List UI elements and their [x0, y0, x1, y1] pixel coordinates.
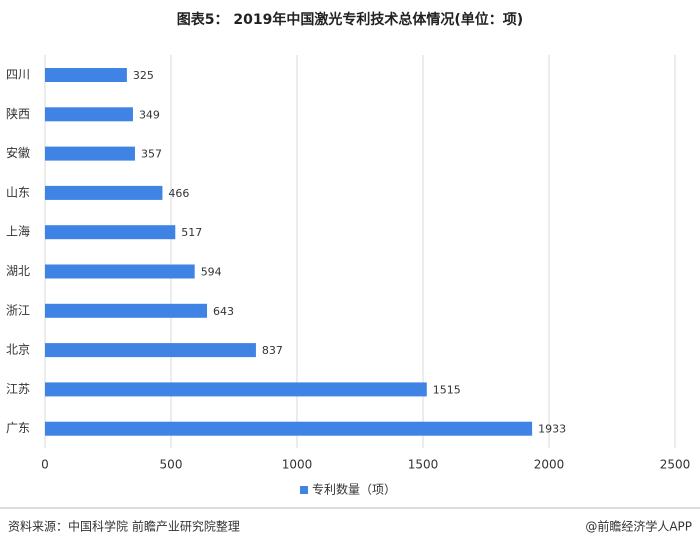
bar: [45, 107, 133, 122]
data-label: 349: [139, 108, 160, 121]
y-tick-label: 湖北: [6, 263, 30, 278]
y-tick-label: 浙江: [6, 303, 30, 317]
bar: [45, 146, 135, 161]
data-label: 517: [181, 226, 202, 239]
data-label: 325: [133, 69, 154, 82]
x-tick-label: 1500: [408, 458, 439, 472]
y-tick-label: 北京: [6, 343, 30, 357]
bar: [45, 382, 427, 397]
bar: [45, 185, 163, 200]
x-tick-label: 2000: [534, 458, 565, 472]
y-tick-label: 安徽: [6, 145, 30, 160]
data-label: 837: [262, 344, 283, 357]
x-tick-label: 0: [41, 458, 49, 472]
chart-title: 图表5： 2019年中国激光专利技术总体情况(单位：项): [177, 11, 523, 28]
x-tick-label: 1000: [282, 458, 313, 472]
bar: [45, 303, 208, 318]
bar: [45, 68, 127, 82]
legend-swatch: [300, 486, 308, 494]
bar: [45, 225, 176, 240]
x-tick-label: 500: [160, 458, 183, 472]
bar: [45, 264, 195, 279]
source-note: 资料来源：中国科学院 前瞻产业研究院整理: [8, 519, 240, 534]
y-tick-label: 广东: [6, 421, 30, 435]
y-tick-label: 山东: [6, 185, 30, 199]
data-label: 1515: [433, 383, 461, 396]
y-tick-label: 江苏: [6, 382, 30, 396]
bar: [45, 421, 533, 436]
y-tick-label: 四川: [6, 68, 30, 82]
y-tick-label: 上海: [6, 224, 30, 239]
credit: @前瞻经济学人APP: [585, 519, 692, 534]
x-tick-label: 2500: [660, 458, 691, 472]
y-tick-label: 陕西: [6, 106, 30, 121]
data-label: 466: [168, 187, 189, 200]
legend-label: 专利数量（项）: [312, 482, 396, 497]
bar: [45, 343, 256, 358]
data-label: 1933: [538, 423, 566, 436]
data-label: 594: [201, 266, 222, 279]
data-label: 357: [141, 148, 162, 161]
data-label: 643: [213, 305, 234, 318]
